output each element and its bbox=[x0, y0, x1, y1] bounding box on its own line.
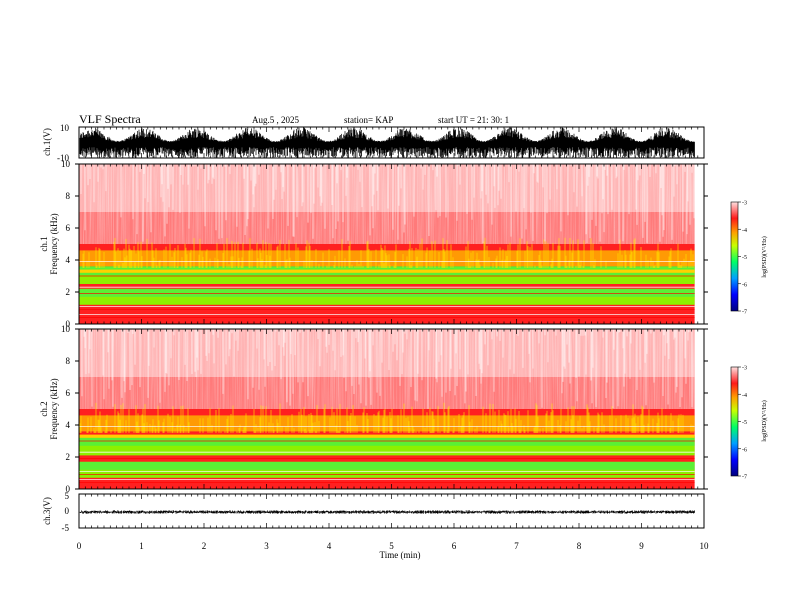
ch1-spectrogram-ytick-label-2: 2 bbox=[66, 287, 71, 297]
ch2-spectrogram-ytick-label-6: 6 bbox=[66, 388, 71, 398]
time-tick-label-8: 8 bbox=[577, 541, 582, 551]
station-label: station= KAP bbox=[344, 115, 393, 125]
time-tick-label-4: 4 bbox=[327, 541, 332, 551]
ch2-spectrogram-panel: ch.2 Frequency (kHz) 0 2 4 6 8 10 bbox=[39, 324, 708, 494]
ch1-colorbar-label: log(PSD)(V²/Hz) bbox=[761, 236, 768, 277]
ch1-spectrogram bbox=[79, 164, 695, 324]
time-tick-label-1: 1 bbox=[139, 541, 144, 551]
ch1-spectrogram-ytick-label-6: 6 bbox=[66, 223, 71, 233]
time-tick-label-10: 10 bbox=[700, 541, 710, 551]
ch1-spec-label: ch.1 bbox=[39, 236, 49, 251]
x-axis-label: Time (min) bbox=[380, 550, 421, 560]
ch1-colorbar-tick-label-3: -6 bbox=[742, 282, 747, 288]
ch2-spectrogram-noise bbox=[79, 329, 695, 409]
time-tick-label-2: 2 bbox=[202, 541, 207, 551]
ch2-spec-label: ch.2 bbox=[39, 401, 49, 416]
ch1-spectrogram-ytick-label-0: 0 bbox=[66, 319, 71, 329]
start-time-label: start UT = 21: 30: 1 bbox=[438, 115, 509, 125]
ch2-colorbar-tick-label-0: -3 bbox=[742, 366, 747, 372]
ch3-ytick-mid: 0 bbox=[65, 506, 70, 516]
figure-title: VLF Spectra bbox=[79, 112, 141, 126]
ch2-spectrogram-ytick-label-0: 0 bbox=[66, 484, 71, 494]
ch2-colorbar-tick-label-2: -5 bbox=[742, 420, 747, 426]
ch2-spectrogram bbox=[78, 329, 695, 489]
time-tick-marks bbox=[78, 127, 705, 528]
ch2-colorbar: -3 -4 -5 -6 -7 log(PSD)(V²/Hz) bbox=[730, 366, 768, 481]
ch1-ytick-top: 10 bbox=[60, 123, 70, 133]
ch1-spectrogram-ytick-label-10: 10 bbox=[61, 159, 71, 169]
ch2-spectrogram-ytick-label-10: 10 bbox=[61, 324, 71, 334]
time-tick-label-0: 0 bbox=[77, 541, 82, 551]
ch2-spectrogram-yellow-line bbox=[79, 434, 695, 438]
ch3-ytick-top: 5 bbox=[65, 491, 70, 501]
time-tick-label-9: 9 bbox=[639, 541, 644, 551]
ch2-colorbar-label: log(PSD)(V²/Hz) bbox=[761, 400, 768, 441]
time-tick-label-3: 3 bbox=[264, 541, 269, 551]
time-axis: 0 1 2 3 4 5 6 7 8 9 10 bbox=[77, 127, 709, 551]
ch1-ylabel: ch.1(V) bbox=[42, 128, 52, 156]
ch1-spectrogram-ytick-label-8: 8 bbox=[66, 191, 71, 201]
ch1-spectrogram-panel: ch.1 Frequency (kHz) 0 2 4 6 8 10 bbox=[39, 159, 708, 329]
ch2-freq-label: Frequency (kHz) bbox=[49, 378, 59, 439]
ch2-colorbar-tick-label-1: -4 bbox=[742, 393, 747, 399]
ch2-spectrogram-ytick-label-8: 8 bbox=[66, 356, 71, 366]
date-label: Aug.5 , 2025 bbox=[252, 115, 299, 125]
ch1-colorbar-tick-label-0: -3 bbox=[742, 201, 747, 207]
ch3-ylabel: ch.3(V) bbox=[42, 497, 52, 525]
time-tick-label-7: 7 bbox=[514, 541, 519, 551]
ch1-freq-label: Frequency (kHz) bbox=[49, 213, 59, 274]
ch1-spectrogram-yellow-line bbox=[79, 269, 695, 273]
ch1-trace bbox=[79, 127, 695, 158]
ch3-ytick-bottom: -5 bbox=[62, 523, 70, 533]
time-tick-label-5: 5 bbox=[389, 541, 394, 551]
ch2-colorbar-tick-label-3: -6 bbox=[742, 447, 747, 453]
ch1-colorbar-tick-label-1: -4 bbox=[742, 228, 747, 234]
ch3-trace bbox=[79, 510, 695, 514]
ch2-spectrogram-ytick-label-4: 4 bbox=[66, 420, 71, 430]
ch1-spectrogram-green-core-0 bbox=[79, 288, 695, 297]
ch2-colorbar-tick-label-4: -7 bbox=[742, 475, 747, 481]
ch1-spectrogram-noise bbox=[79, 164, 695, 244]
ch1-colorbar: -3 -4 -5 -6 -7 log(PSD)(V²/Hz) bbox=[730, 201, 768, 316]
time-tick-label-6: 6 bbox=[452, 541, 457, 551]
ch1-ytick-bottom: -10 bbox=[57, 153, 69, 163]
ch2-spectrogram-ytick-label-2: 2 bbox=[66, 452, 71, 462]
ch1-colorbar-tick-label-4: -7 bbox=[742, 310, 747, 316]
ch2-spectrogram-green-core-0 bbox=[79, 461, 695, 470]
ch1-spectrogram-ytick-label-4: 4 bbox=[66, 255, 71, 265]
ch1-colorbar-tick-label-2: -5 bbox=[742, 255, 747, 261]
